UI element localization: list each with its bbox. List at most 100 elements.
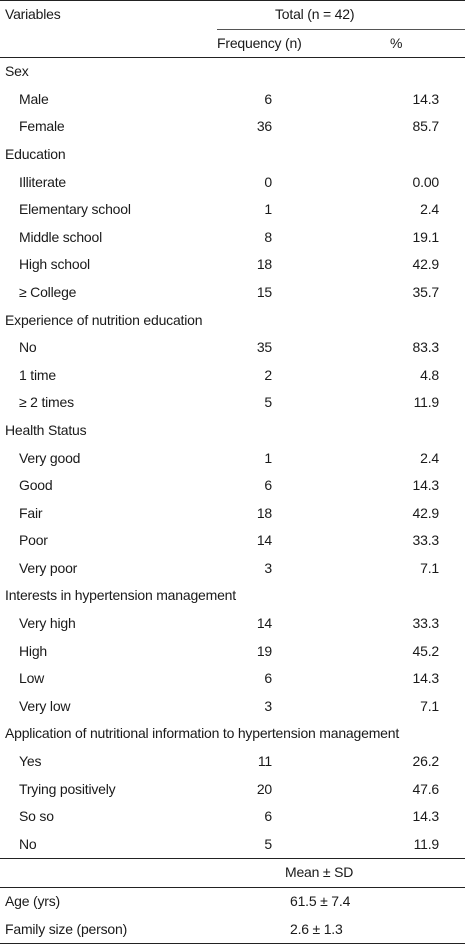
percent-value: 11.9 bbox=[413, 835, 440, 852]
header-sub-rule bbox=[217, 28, 465, 30]
group-title: Interests in hypertension management bbox=[5, 587, 236, 604]
group-title: Health Status bbox=[5, 421, 87, 438]
row-label: Elementary school bbox=[19, 201, 131, 218]
table-row: Male 6 14.3 bbox=[0, 86, 465, 114]
percent-value: 42.9 bbox=[412, 504, 440, 521]
row-label: No bbox=[19, 835, 37, 852]
frequency-value: 35 bbox=[256, 339, 272, 356]
group-header-row: Sex bbox=[0, 58, 465, 86]
row-label: Poor bbox=[19, 532, 48, 549]
frequency-value: 5 bbox=[264, 394, 272, 411]
row-label: Family size (person) bbox=[5, 920, 128, 937]
table-row: Family size (person) 2.6 ± 1.3 bbox=[0, 916, 465, 944]
percent-value: 2.4 bbox=[420, 449, 439, 466]
row-label: Female bbox=[19, 118, 65, 135]
group-header-row: Education bbox=[0, 141, 465, 169]
frequency-value: 8 bbox=[264, 228, 272, 245]
percent-value: 11.9 bbox=[413, 394, 440, 411]
table-row: Middle school 8 19.1 bbox=[0, 224, 465, 252]
percent-value: 7.1 bbox=[420, 559, 439, 576]
table-row: Age (yrs) 61.5 ± 7.4 bbox=[0, 888, 465, 916]
row-label: Very high bbox=[19, 615, 76, 632]
percent-value: 14.3 bbox=[412, 90, 440, 107]
table-row: Illiterate 0 0.00 bbox=[0, 169, 465, 197]
frequency-value: 6 bbox=[264, 670, 272, 687]
row-label: ≥ 2 times bbox=[19, 394, 74, 411]
table-row: Good 6 14.3 bbox=[0, 472, 465, 500]
frequency-value: 18 bbox=[256, 256, 272, 273]
row-label: Illiterate bbox=[19, 173, 67, 190]
percent-value: 85.7 bbox=[412, 118, 440, 135]
percent-value: 19.1 bbox=[412, 228, 440, 245]
row-label: High bbox=[19, 642, 47, 659]
frequency-value: 11 bbox=[257, 753, 272, 770]
percent-value: 0.00 bbox=[412, 173, 440, 190]
mean-sd-value: 2.6 ± 1.3 bbox=[290, 920, 343, 937]
percent-value: 4.8 bbox=[420, 366, 439, 383]
table-top-rule bbox=[0, 0, 465, 1]
table-row: Trying positively 20 47.6 bbox=[0, 776, 465, 804]
group-title: Experience of nutrition education bbox=[5, 311, 203, 328]
table-row: High 19 45.2 bbox=[0, 638, 465, 666]
mean-sd-header: Mean ± SD bbox=[285, 864, 354, 881]
frequency-value: 5 bbox=[264, 835, 272, 852]
table-row: Very poor 3 7.1 bbox=[0, 555, 465, 583]
percent-value: 45.2 bbox=[412, 642, 440, 659]
row-label: Very poor bbox=[19, 559, 78, 576]
row-label: 1 time bbox=[19, 366, 56, 383]
frequency-value: 14 bbox=[256, 615, 272, 632]
table-row: Poor 14 33.3 bbox=[0, 527, 465, 555]
frequency-value: 1 bbox=[264, 449, 272, 466]
row-label: Low bbox=[19, 670, 45, 687]
frequency-value: 36 bbox=[256, 118, 272, 135]
header-bottom-rule bbox=[0, 57, 465, 59]
table-body: Sex Male 6 14.3 Female 36 85.7 Education Illiter… bbox=[0, 58, 465, 858]
frequency-value: 1 bbox=[264, 201, 272, 218]
group-title: Sex bbox=[5, 63, 29, 80]
mean-header-row: Mean ± SD bbox=[0, 859, 465, 887]
row-label: Male bbox=[19, 90, 49, 107]
group-title: Application of nutritional information t… bbox=[5, 725, 400, 742]
table-row: Very high 14 33.3 bbox=[0, 610, 465, 638]
percent-value: 26.2 bbox=[412, 753, 440, 770]
percent-value: 33.3 bbox=[412, 615, 440, 632]
row-label: So so bbox=[19, 808, 54, 825]
table-row: Very good 1 2.4 bbox=[0, 445, 465, 473]
row-label: Very good bbox=[19, 449, 81, 466]
group-header-row: Interests in hypertension management bbox=[0, 582, 465, 610]
table-row: Very low 3 7.1 bbox=[0, 693, 465, 721]
percent-value: 7.1 bbox=[420, 697, 439, 714]
table-row: ≥ 2 times 5 11.9 bbox=[0, 389, 465, 417]
frequency-value: 0 bbox=[264, 173, 272, 190]
group-header-row: Experience of nutrition education bbox=[0, 307, 465, 335]
frequency-value: 19 bbox=[256, 642, 272, 659]
frequency-value: 20 bbox=[256, 780, 272, 797]
frequency-value: 15 bbox=[256, 283, 272, 300]
table-row: Elementary school 1 2.4 bbox=[0, 196, 465, 224]
frequency-header: Frequency (n) bbox=[217, 34, 302, 51]
frequency-value: 6 bbox=[264, 808, 272, 825]
table-row: ≥ College 15 35.7 bbox=[0, 279, 465, 307]
row-label: No bbox=[19, 339, 37, 356]
variables-header: Variables bbox=[5, 6, 61, 22]
group-header-row: Health Status bbox=[0, 417, 465, 445]
table-row: Fair 18 42.9 bbox=[0, 500, 465, 528]
group-header-row: Application of nutritional information t… bbox=[0, 720, 465, 748]
frequency-value: 6 bbox=[264, 90, 272, 107]
mean-section-rule bbox=[0, 858, 465, 860]
percent-value: 14.3 bbox=[412, 670, 440, 687]
row-label: Yes bbox=[19, 753, 42, 770]
row-label: Good bbox=[19, 477, 53, 494]
frequency-value: 2 bbox=[264, 366, 272, 383]
row-label: Trying positively bbox=[19, 780, 116, 797]
table-row: 1 time 2 4.8 bbox=[0, 362, 465, 390]
table-row: Low 6 14.3 bbox=[0, 665, 465, 693]
row-label: ≥ College bbox=[19, 283, 77, 300]
frequency-value: 14 bbox=[256, 532, 272, 549]
percent-value: 14.3 bbox=[412, 808, 440, 825]
percent-value: 14.3 bbox=[412, 477, 440, 494]
table-row: No 35 83.3 bbox=[0, 334, 465, 362]
percent-value: 33.3 bbox=[412, 532, 440, 549]
row-label: Middle school bbox=[19, 228, 102, 245]
